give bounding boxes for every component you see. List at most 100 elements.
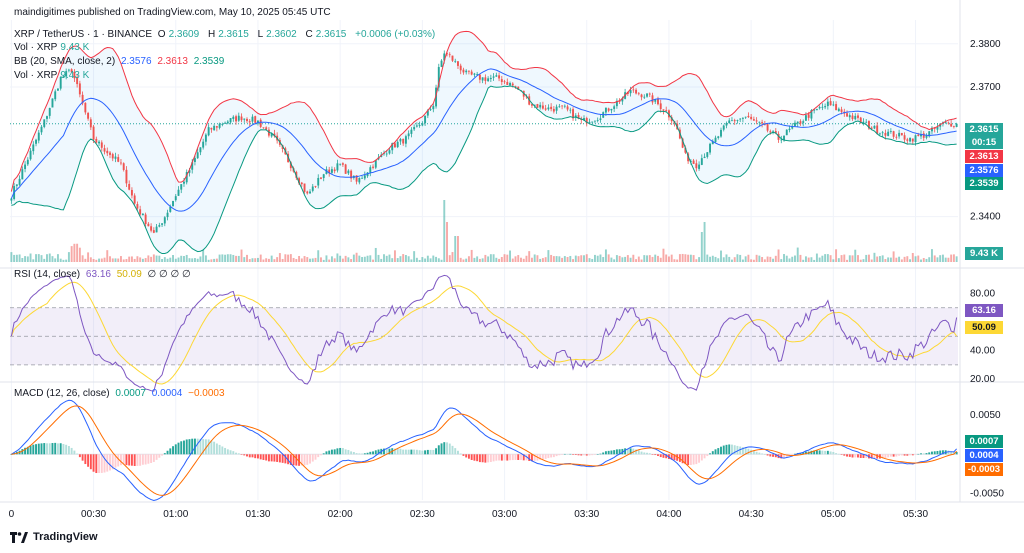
volume-bar	[424, 258, 427, 262]
volume-bar	[881, 255, 884, 262]
volume-bar	[295, 259, 298, 262]
volume-bar	[580, 255, 583, 262]
candle-body	[692, 160, 695, 164]
macd-hist-bar	[769, 454, 772, 457]
candle-body	[865, 121, 868, 123]
macd-tick-label: -0.0050	[970, 489, 1004, 500]
volume-bar	[621, 257, 624, 262]
macd-hist-bar	[802, 452, 805, 455]
volume-bar	[139, 257, 142, 262]
volume-bar	[402, 254, 405, 262]
macd-hist-bar	[383, 448, 385, 455]
macd-hist-bar	[654, 454, 657, 456]
volume-bar	[374, 247, 377, 262]
volume-bar	[147, 255, 150, 262]
volume-bar	[333, 258, 336, 262]
volume-bar	[788, 258, 791, 262]
volume-bars	[10, 200, 958, 262]
candle-body	[714, 137, 717, 142]
macd-hist-bar	[509, 454, 511, 461]
candle-body	[21, 169, 24, 180]
macd-hist-bar	[517, 454, 520, 460]
rsi-tick-label: 20.00	[970, 374, 995, 385]
candle-body	[196, 152, 199, 159]
high-label: H 2.3615	[207, 29, 249, 40]
candle-body	[350, 170, 353, 179]
volume-bar	[761, 257, 764, 262]
candle-body	[851, 115, 854, 120]
candle-body	[920, 134, 922, 137]
candle-body	[147, 223, 150, 227]
macd-hist-bar	[484, 454, 487, 463]
candle-body	[232, 116, 235, 119]
volume-bar	[626, 255, 629, 262]
macd-hist-bar	[580, 454, 583, 456]
macd-hist-bar	[191, 438, 194, 455]
macd-hist-bar	[289, 454, 292, 465]
macd-hist-bar	[514, 454, 517, 460]
volume-bar	[65, 259, 68, 262]
macd-hist-bar	[372, 451, 374, 455]
volume-bar	[637, 256, 640, 262]
macd-hist-bar	[43, 443, 46, 455]
macd-hist-bar	[257, 454, 259, 459]
candle-body	[73, 71, 76, 79]
candle-body	[443, 53, 446, 61]
candle-body	[484, 77, 487, 81]
volume-bar	[183, 256, 185, 262]
volume-bar	[67, 252, 70, 262]
macd-hist-bar	[892, 454, 895, 457]
volume-bar	[196, 258, 199, 262]
volume-bar	[117, 258, 120, 262]
macd-hist-bar	[259, 454, 262, 460]
macd-hist-bar	[804, 451, 807, 455]
candle-body	[130, 189, 133, 196]
macd-hist-bar	[136, 454, 139, 466]
volume-bar	[229, 254, 232, 262]
candle-body	[802, 121, 805, 123]
volume-bar	[377, 254, 380, 262]
candle-body	[322, 174, 325, 179]
volume-bar	[867, 254, 870, 262]
candle-body	[555, 106, 558, 111]
volume-bar	[799, 254, 802, 262]
macd-hist-bar	[21, 449, 24, 455]
volume-bar	[13, 254, 16, 262]
candle-body	[361, 177, 364, 179]
macd-hist-bar	[87, 454, 90, 467]
candle-body	[498, 75, 501, 79]
macd-hist-bar	[473, 454, 476, 461]
candle-body	[59, 77, 62, 89]
volume-bar	[520, 257, 522, 262]
volume-bar	[648, 255, 651, 262]
price-candles	[10, 50, 958, 234]
macd-hist-bar	[462, 454, 465, 456]
macd-hist-bar	[218, 444, 221, 455]
volume-bar	[202, 249, 205, 262]
volume-bar	[632, 254, 635, 262]
macd-hist-bar	[870, 454, 873, 459]
tradingview-logo[interactable]: TradingView	[10, 531, 98, 543]
volume-bar	[936, 257, 939, 262]
macd-hist-bar	[577, 454, 580, 456]
volume-bar	[591, 258, 594, 262]
candle-body	[898, 132, 901, 137]
volume-bar	[213, 258, 216, 262]
macd-hist-bar	[457, 450, 459, 455]
candle-body	[761, 122, 764, 124]
volume-bar	[821, 255, 824, 262]
macd-hist-bar	[467, 454, 470, 459]
candle-body	[848, 115, 851, 118]
candle-body	[188, 170, 191, 173]
volume-bar	[251, 258, 254, 262]
macd-hist-bar	[588, 454, 591, 456]
volume-bar	[174, 258, 177, 262]
macd-hist-bar	[911, 454, 914, 456]
chart-grid	[0, 0, 1024, 503]
volume-bar	[911, 252, 914, 262]
volume-bar	[684, 254, 687, 262]
volume-bar	[807, 257, 810, 262]
macd-hist-bar	[377, 449, 380, 455]
macd-hist-bar	[610, 450, 613, 455]
